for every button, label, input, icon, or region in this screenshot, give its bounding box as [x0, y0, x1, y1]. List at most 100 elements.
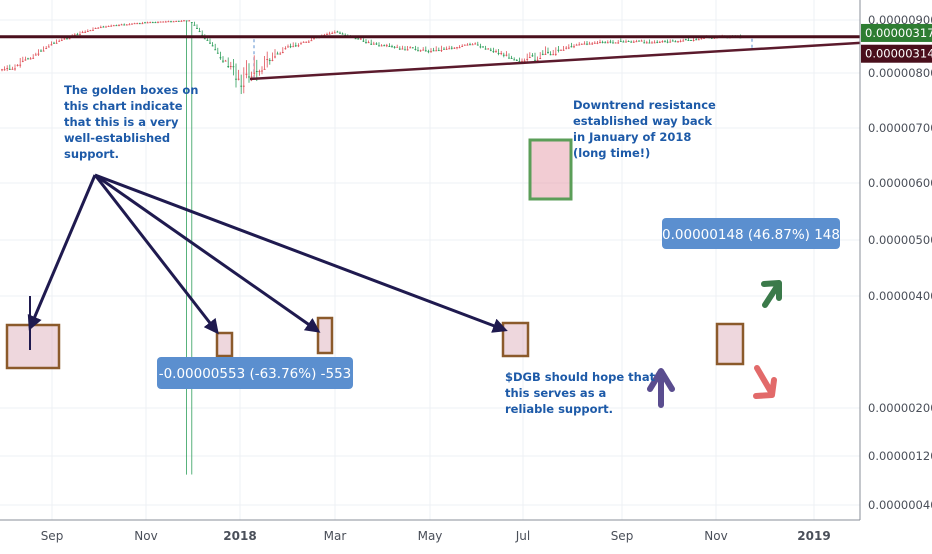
candle-body [216, 52, 219, 54]
candle-body [544, 53, 547, 55]
price-label-box [861, 23, 932, 42]
candle-body [487, 48, 490, 50]
candle-body [614, 42, 617, 44]
candle-body [547, 51, 549, 53]
candle-body [700, 38, 703, 40]
candle-body [445, 48, 448, 50]
candle-body [479, 46, 482, 48]
candle-body [185, 20, 188, 22]
candle-body [136, 23, 139, 25]
candle-body [266, 59, 269, 61]
candle-body [211, 45, 214, 47]
candle-body [131, 23, 133, 25]
candle-body [24, 59, 27, 61]
candle-body [281, 52, 284, 54]
candle-body [110, 25, 113, 27]
annotation-notes: The golden boxes on this chart indicate th… [64, 83, 840, 416]
candle-body [586, 43, 588, 45]
candle-body [505, 54, 508, 56]
candle-body [411, 47, 414, 49]
candle-body [500, 52, 503, 54]
candle-body [430, 51, 432, 53]
candle-body [302, 41, 305, 43]
candle-body [591, 43, 594, 45]
support-hope-note-line: this serves as a [505, 386, 606, 400]
candle-body [154, 22, 157, 24]
price-label: 0.00000314 [865, 47, 932, 61]
candle-body [123, 24, 126, 26]
candle-body [562, 49, 565, 51]
candle-body [575, 44, 578, 46]
x-tick-label: 2018 [223, 529, 256, 543]
candle-body [164, 21, 167, 23]
candle-body [105, 26, 107, 28]
candle-body [552, 54, 555, 56]
candle-body [242, 85, 245, 87]
candle-body [141, 23, 144, 25]
candle-body [193, 24, 196, 26]
x-tick-label: Mar [324, 529, 347, 543]
y-tick-label: 0.00000600 [868, 176, 932, 190]
candle-body [578, 44, 581, 46]
candle-body [627, 40, 630, 42]
candle-body [229, 66, 232, 68]
candle-body [68, 38, 71, 40]
candle-body [513, 59, 516, 61]
y-tick-label: 0.00000400 [868, 289, 932, 303]
golden-boxes-note-line: that this is a very [64, 115, 179, 129]
candle-body [19, 64, 22, 66]
candle-body [248, 76, 250, 78]
candle-body [60, 39, 63, 41]
candle-body [261, 70, 263, 72]
candle-body [37, 53, 40, 55]
support-hope-note-line: $DGB should hope that [505, 370, 656, 384]
candle-body [427, 51, 430, 53]
candle-body [27, 58, 29, 60]
resistance-note-line: in January of 2018 [573, 130, 691, 144]
candle-body [190, 22, 193, 24]
candle-body [177, 20, 180, 22]
candle-body [94, 27, 97, 29]
candle-body [362, 40, 365, 42]
candle-body [664, 41, 666, 43]
candle-body [422, 49, 425, 51]
candle-body [326, 33, 328, 35]
candle-body [175, 20, 178, 22]
candle-body [697, 39, 700, 41]
candle-body [6, 68, 9, 70]
candle-body [713, 37, 716, 39]
support-box [215, 331, 234, 358]
candle-body [172, 21, 175, 23]
downtrend-resistance-line [249, 41, 861, 81]
candle-body [677, 41, 679, 43]
up-arrow-icon [647, 368, 675, 408]
support-box [501, 321, 530, 358]
candle-body [29, 58, 32, 60]
candle-body [703, 37, 705, 39]
candle-body [341, 33, 344, 35]
candle-body [183, 20, 185, 22]
candle-body [198, 31, 201, 33]
candle-body [133, 23, 136, 25]
candle-body [47, 46, 50, 48]
candle-body [92, 29, 94, 31]
candle-body [255, 70, 258, 72]
candle-body [625, 41, 627, 43]
candle-body [8, 68, 11, 70]
candle-body [690, 39, 692, 41]
candle-body [619, 40, 622, 42]
candle-body [284, 48, 287, 50]
y-tick-label: 0.00000120 [868, 449, 932, 463]
candle-body [76, 34, 79, 36]
candle-body [333, 32, 336, 34]
candle-body [45, 48, 48, 50]
candle-body [328, 33, 331, 35]
candle-body [466, 44, 469, 46]
candle-body [539, 58, 542, 60]
candle-body [271, 59, 274, 61]
candle-body [206, 39, 209, 41]
candle-body [622, 41, 625, 43]
candle-body [528, 57, 531, 59]
candle-body [456, 47, 458, 49]
